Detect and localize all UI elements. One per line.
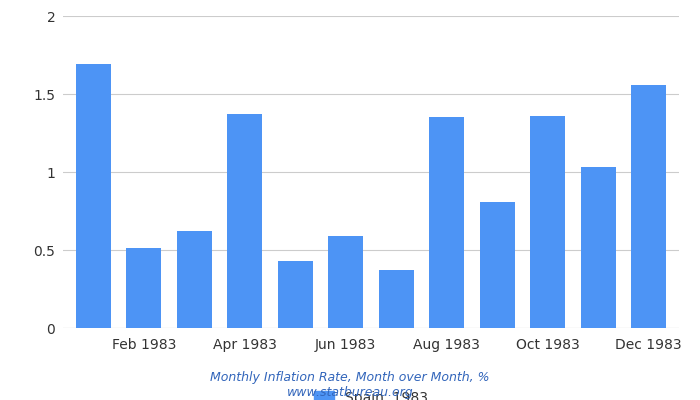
Text: www.statbureau.org: www.statbureau.org [287, 386, 413, 399]
Bar [176, 231, 212, 328]
Bar [328, 236, 363, 328]
Bar [278, 261, 313, 328]
Bar [429, 118, 464, 328]
Bar [76, 64, 111, 328]
Legend: Spain, 1983: Spain, 1983 [314, 391, 428, 400]
Bar [480, 202, 515, 328]
Bar [530, 116, 566, 328]
Bar [227, 114, 262, 328]
Bar [379, 270, 414, 328]
Text: Monthly Inflation Rate, Month over Month, %: Monthly Inflation Rate, Month over Month… [210, 372, 490, 384]
Bar [580, 167, 616, 328]
Bar [126, 248, 162, 328]
Bar [631, 85, 666, 328]
